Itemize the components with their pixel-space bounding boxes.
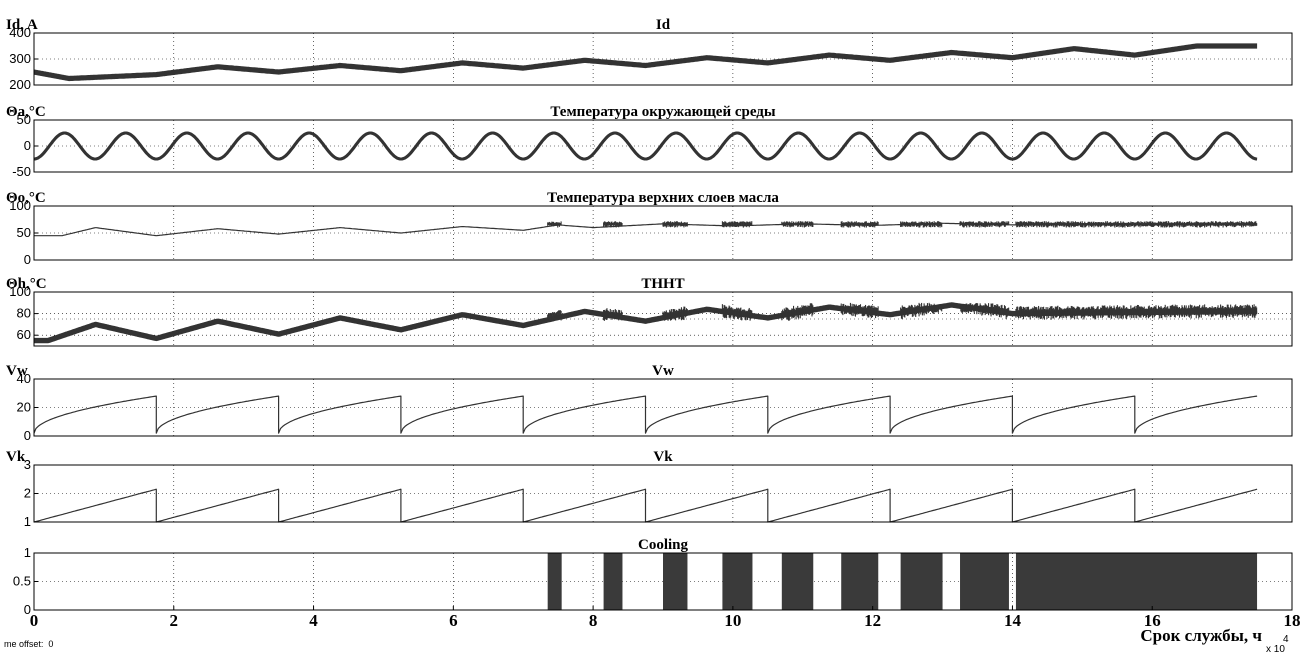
series-line	[33, 395, 1258, 434]
cooling-on-bar	[960, 553, 1009, 610]
panel-title: Температура верхних слоев масла	[547, 190, 779, 206]
panel-title: Vw	[652, 363, 674, 379]
series-line	[33, 131, 1258, 161]
y-tick-label: 80	[17, 306, 31, 321]
x-tick-label: 0	[30, 611, 39, 630]
y-tick-label: -50	[12, 164, 31, 179]
y-tick-label: 0	[24, 602, 31, 617]
x-tick-label: 2	[170, 611, 179, 630]
y-tick-label: 20	[17, 400, 31, 415]
panel-ylabel: Vw	[6, 363, 28, 379]
series-line	[32, 43, 1259, 82]
y-tick-label: 100	[9, 284, 31, 299]
cooling-on-bar	[841, 553, 879, 610]
panel-title: Температура окружающей среды	[550, 104, 776, 120]
cooling-on-bar	[900, 553, 943, 610]
panel-ylabel: Θa,°C	[6, 104, 46, 120]
panel-ylabel: Id, A	[6, 17, 38, 33]
plot-frame	[33, 291, 1293, 347]
y-tick-label: 300	[9, 51, 31, 66]
y-tick-label: 400	[9, 25, 31, 40]
footer-time-offset: me offset: 0	[4, 639, 54, 649]
x-axis-exponent-power: 4	[1283, 634, 1289, 645]
y-tick-label: 200	[9, 77, 31, 92]
cooling-on-bar	[781, 553, 814, 610]
panel-title: ТННТ	[641, 276, 684, 292]
y-tick-label: 50	[17, 225, 31, 240]
cooling-on-bar	[603, 553, 623, 610]
x-tick-label: 4	[309, 611, 318, 630]
x-tick-label: 16	[1144, 611, 1161, 630]
x-tick-label: 12	[864, 611, 881, 630]
series-line	[33, 488, 1258, 523]
y-tick-label: 1	[24, 514, 31, 529]
y-tick-label: 40	[17, 371, 31, 386]
x-tick-label: 18	[1284, 611, 1301, 630]
y-tick-label: 50	[17, 112, 31, 127]
y-tick-label: 60	[17, 327, 31, 342]
y-tick-label: 0	[24, 252, 31, 267]
panel-ylabel: Θo,°C	[6, 190, 46, 206]
x-tick-label: 6	[449, 611, 458, 630]
y-tick-label: 2	[24, 486, 31, 501]
y-tick-label: 0	[24, 138, 31, 153]
y-tick-label: 0	[24, 428, 31, 443]
x-axis-label: Срок службы, ч	[1140, 626, 1262, 645]
panel-title: Id	[656, 17, 671, 33]
x-tick-label: 14	[1004, 611, 1022, 630]
panel-ylabel: Vk	[6, 449, 26, 465]
x-axis-exponent-base: x 10	[1266, 644, 1285, 653]
panel-title: Vk	[653, 449, 673, 465]
y-tick-label: 0.5	[13, 574, 31, 589]
x-tick-label: 8	[589, 611, 598, 630]
cooling-on-bar	[663, 553, 688, 610]
panel-title: Cooling	[638, 537, 689, 553]
panel-ylabel: Θh,°C	[6, 276, 47, 292]
cooling-on-bar	[547, 553, 562, 610]
cooling-on-bar	[722, 553, 753, 610]
y-tick-label: 100	[9, 198, 31, 213]
x-tick-label: 10	[724, 611, 741, 630]
cooling-on-bar	[1015, 553, 1258, 610]
y-tick-label: 3	[24, 457, 31, 472]
y-tick-label: 1	[24, 545, 31, 560]
